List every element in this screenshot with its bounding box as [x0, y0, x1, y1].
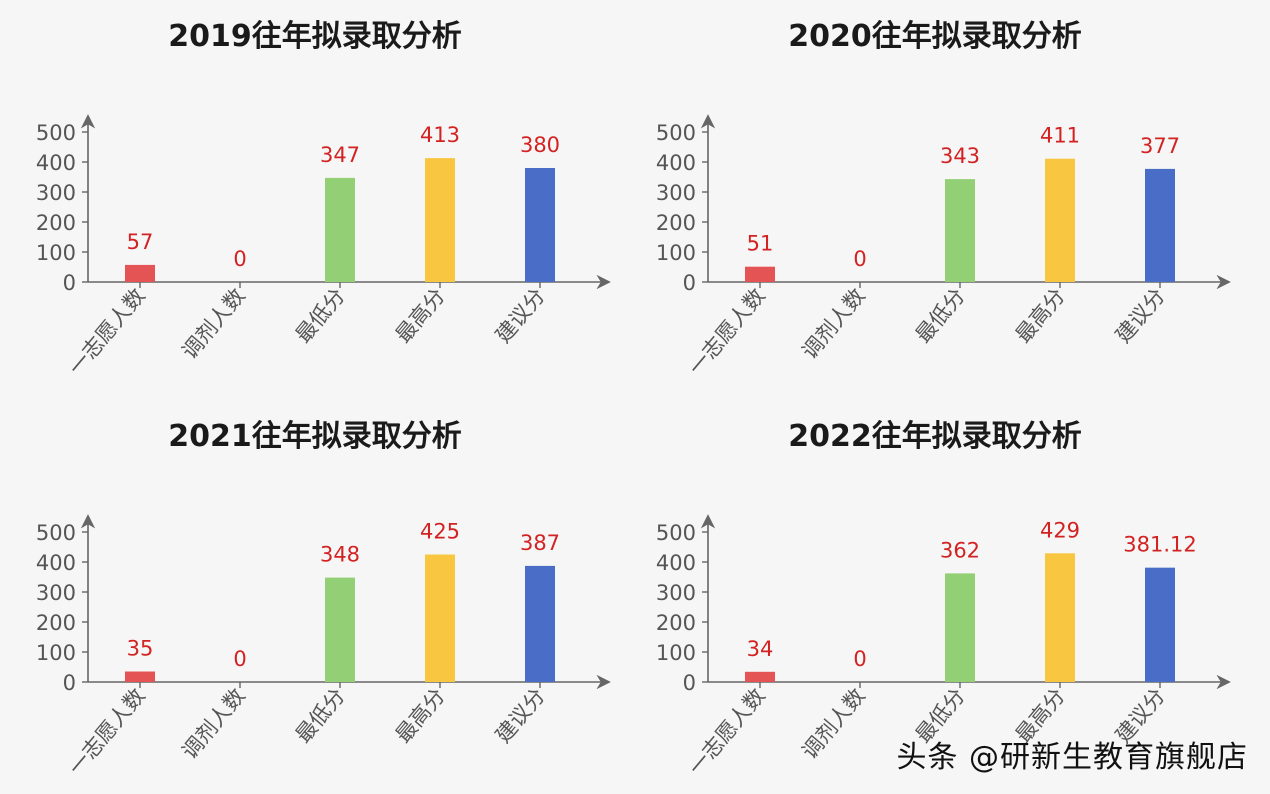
bar-4 [425, 158, 455, 282]
bar-5 [525, 565, 555, 682]
y-tick-label: 0 [683, 671, 696, 695]
category-label: 调剂人数 [797, 284, 869, 364]
value-label: 347 [320, 143, 360, 167]
bar-1 [125, 671, 155, 682]
y-tick-label: 100 [656, 241, 696, 265]
category-label: 最低分 [291, 284, 350, 348]
bar-1 [745, 266, 775, 282]
chart-panel-4: 2022往年拟录取分析010020030040050034一志愿人数0调剂人数3… [656, 419, 1231, 780]
category-label: 调剂人数 [177, 284, 249, 364]
y-tick-label: 400 [36, 551, 76, 575]
value-label: 35 [127, 637, 154, 661]
bar-3 [325, 177, 355, 282]
y-tick-label: 0 [63, 671, 76, 695]
value-label: 348 [320, 543, 360, 567]
y-tick-label: 300 [656, 581, 696, 605]
y-tick-label: 400 [36, 151, 76, 175]
category-label: 一志愿人数 [64, 284, 150, 380]
value-label: 0 [853, 247, 866, 271]
value-label: 34 [747, 637, 774, 661]
y-tick-label: 400 [656, 551, 696, 575]
bar-3 [945, 573, 975, 682]
bar-3 [945, 179, 975, 282]
category-label: 最高分 [391, 684, 450, 748]
category-label: 一志愿人数 [684, 684, 770, 780]
value-label: 425 [420, 520, 460, 544]
bar-1 [125, 264, 155, 282]
y-tick-label: 0 [63, 271, 76, 295]
value-label: 0 [853, 647, 866, 671]
y-tick-label: 500 [656, 121, 696, 145]
bar-5 [525, 168, 555, 282]
chart-title: 2022往年拟录取分析 [788, 419, 1082, 454]
y-tick-label: 100 [36, 241, 76, 265]
value-label: 57 [127, 230, 154, 254]
y-tick-label: 200 [656, 211, 696, 235]
y-tick-label: 100 [36, 641, 76, 665]
value-label: 377 [1140, 134, 1180, 158]
value-label: 0 [233, 247, 246, 271]
value-label: 387 [520, 531, 560, 555]
chart-title: 2020往年拟录取分析 [788, 19, 1082, 54]
category-label: 最高分 [391, 284, 450, 348]
chart-title: 2019往年拟录取分析 [168, 19, 462, 54]
value-label: 362 [940, 538, 980, 562]
y-tick-label: 500 [36, 521, 76, 545]
bar-5 [1145, 168, 1175, 282]
category-label: 调剂人数 [797, 684, 869, 764]
value-label: 343 [940, 144, 980, 168]
chart-panel-2: 2020往年拟录取分析010020030040050051一志愿人数0调剂人数3… [656, 19, 1231, 380]
y-tick-label: 0 [683, 271, 696, 295]
bar-3 [325, 577, 355, 682]
bar-4 [1045, 158, 1075, 282]
bar-5 [1145, 567, 1175, 682]
value-label: 429 [1040, 518, 1080, 542]
value-label: 413 [420, 123, 460, 147]
category-label: 建议分 [1111, 284, 1170, 348]
watermark: 头条 @研新生教育旗舰店 [896, 740, 1248, 775]
y-tick-label: 300 [36, 181, 76, 205]
chart-title: 2021往年拟录取分析 [168, 419, 462, 454]
category-label: 最高分 [1011, 284, 1070, 348]
y-tick-label: 500 [36, 121, 76, 145]
category-label: 建议分 [491, 684, 550, 748]
category-label: 调剂人数 [177, 684, 249, 764]
y-tick-label: 200 [36, 211, 76, 235]
category-label: 最低分 [911, 284, 970, 348]
y-tick-label: 100 [656, 641, 696, 665]
bar-4 [425, 554, 455, 682]
y-tick-label: 400 [656, 151, 696, 175]
y-tick-label: 500 [656, 521, 696, 545]
y-tick-label: 200 [36, 611, 76, 635]
value-label: 411 [1040, 124, 1080, 148]
value-label: 380 [520, 133, 560, 157]
y-tick-label: 300 [656, 181, 696, 205]
chart-panel-1: 2019往年拟录取分析010020030040050057一志愿人数0调剂人数3… [36, 19, 611, 380]
bar-1 [745, 671, 775, 682]
value-label: 51 [747, 232, 774, 256]
chart-panel-3: 2021往年拟录取分析010020030040050035一志愿人数0调剂人数3… [36, 419, 611, 780]
value-label: 381.12 [1123, 533, 1196, 557]
y-tick-label: 300 [36, 581, 76, 605]
y-tick-label: 200 [656, 611, 696, 635]
bar-4 [1045, 553, 1075, 682]
category-label: 建议分 [491, 284, 550, 348]
category-label: 一志愿人数 [684, 284, 770, 380]
category-label: 最低分 [291, 684, 350, 748]
category-label: 一志愿人数 [64, 684, 150, 780]
value-label: 0 [233, 647, 246, 671]
